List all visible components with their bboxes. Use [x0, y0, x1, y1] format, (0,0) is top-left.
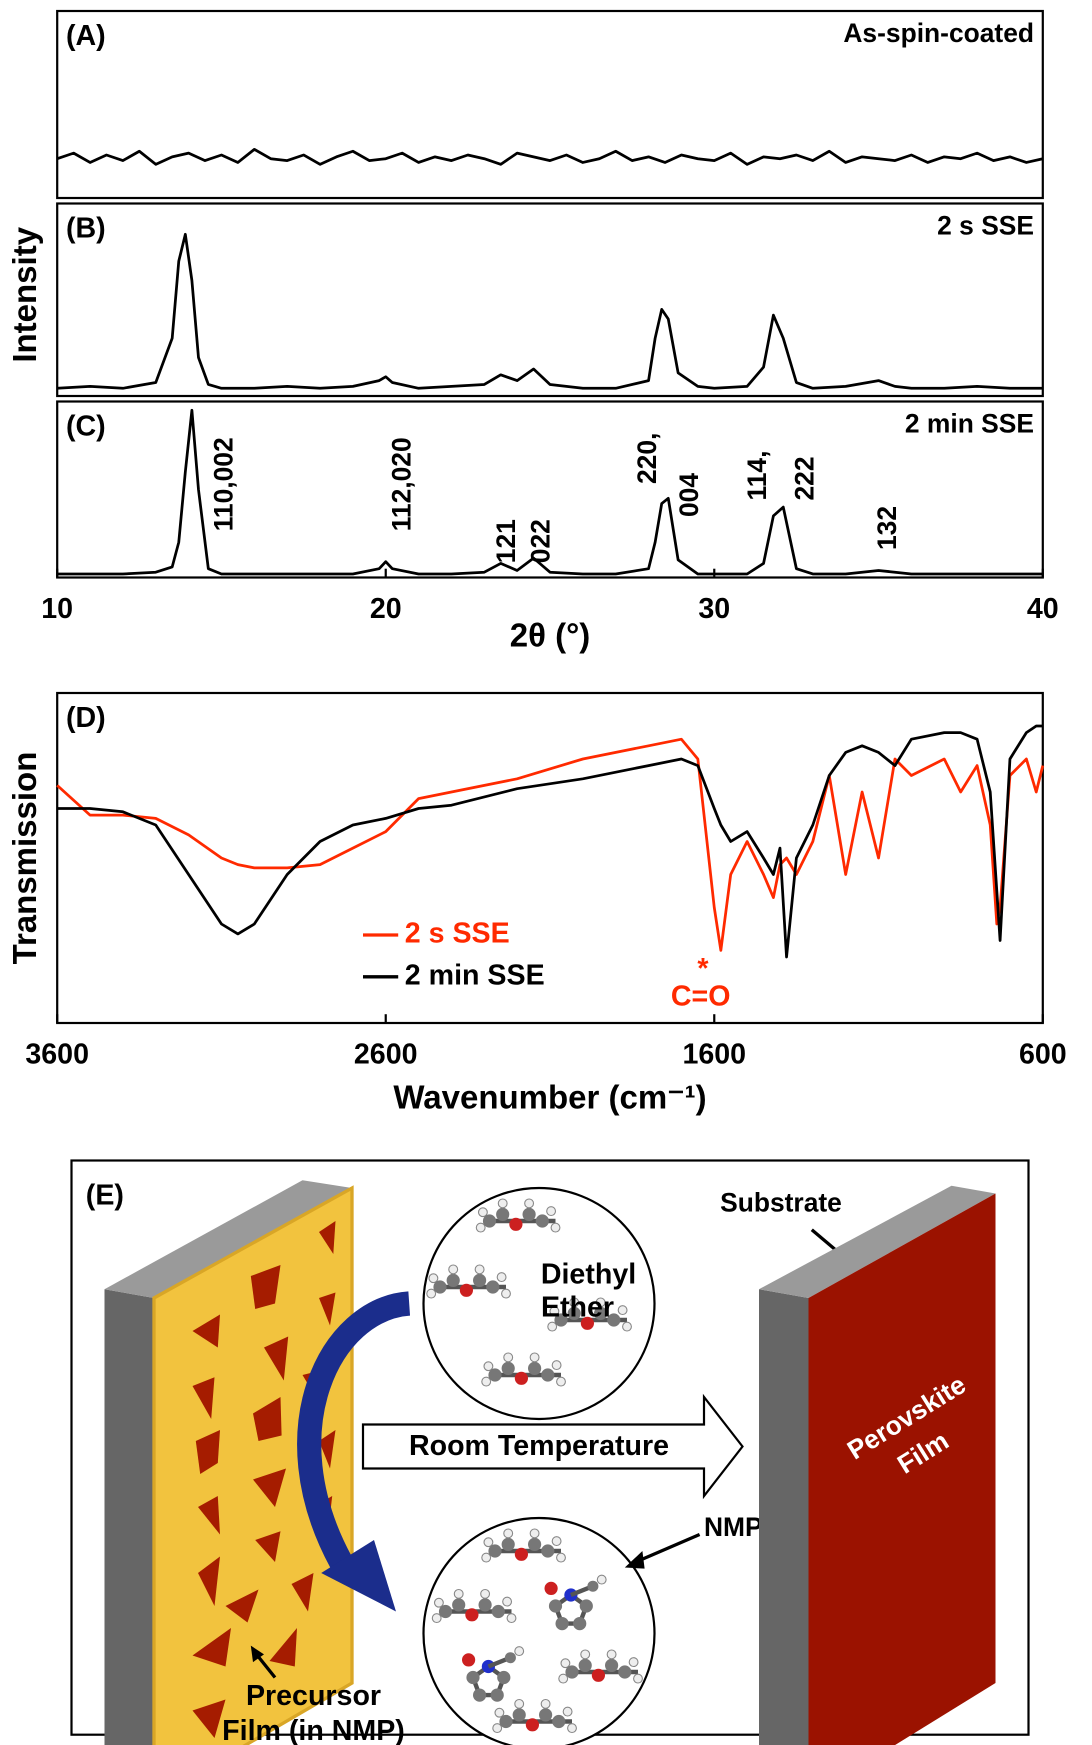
annotation-mark: *	[697, 953, 709, 985]
peak-label: 112,020	[387, 437, 417, 531]
peak-label: 004	[674, 473, 704, 517]
x-tick-label: 30	[698, 593, 730, 625]
annotation: C=O	[671, 980, 731, 1012]
y-axis-label: Intensity	[6, 226, 43, 362]
peak-label: 022	[525, 519, 555, 563]
x-tick-label: 40	[1027, 593, 1059, 625]
diagram-label: (E)	[86, 1179, 124, 1211]
substrate-label: Substrate	[720, 1187, 842, 1217]
x-tick-label: 600	[1019, 1039, 1067, 1071]
panel-name: 2 s SSE	[937, 211, 1034, 241]
process-label: Room Temperature	[409, 1430, 669, 1462]
precursor-label: Film (in NMP)	[222, 1715, 405, 1745]
x-tick-label: 1600	[682, 1039, 746, 1071]
panel-label: (B)	[66, 212, 106, 244]
legend-label: 2 min SSE	[405, 959, 545, 991]
peak-label: 220,	[632, 433, 662, 484]
peak-label: 110,002	[208, 437, 238, 531]
x-axis-label: 2θ (°)	[510, 617, 591, 654]
x-tick-label: 20	[370, 593, 402, 625]
legend-label: 2 s SSE	[405, 918, 510, 950]
figure: (E) Diethyl Ether Room Temperature NMP S…	[0, 0, 1092, 1745]
peak-label: 121	[491, 519, 521, 563]
nmp-pointer	[636, 1535, 700, 1563]
x-tick-label: 2600	[354, 1039, 418, 1071]
solvent-label: Ether	[541, 1292, 614, 1324]
panel-name: 2 min SSE	[905, 409, 1034, 439]
substrate-side	[105, 1289, 155, 1745]
y-axis-label: Transmission	[6, 752, 43, 965]
x-axis-label: Wavenumber (cm⁻¹)	[393, 1079, 706, 1116]
panel-frame	[57, 204, 1043, 397]
panel-label: (C)	[66, 410, 106, 442]
diagram: (E) Diethyl Ether Room Temperature NMP S…	[72, 1161, 1029, 1745]
panel-label: (A)	[66, 20, 106, 52]
data-line	[57, 234, 1043, 388]
x-tick-label: 3600	[25, 1039, 89, 1071]
peak-label: 222	[789, 456, 819, 500]
nmp-label: NMP	[704, 1512, 763, 1542]
precursor-label: Precursor	[246, 1680, 381, 1712]
panel-frame	[57, 693, 1043, 1023]
figure-body: (E) Diethyl Ether Room Temperature NMP S…	[6, 11, 1066, 1745]
data-line	[57, 739, 1043, 950]
x-tick-label: 10	[41, 593, 73, 625]
substrate-side	[759, 1289, 809, 1745]
peak-label: 114,	[742, 451, 772, 501]
panel-name: As-spin-coated	[843, 18, 1034, 48]
peak-label: 132	[872, 506, 902, 550]
solvent-label: Diethyl	[541, 1259, 636, 1291]
data-line	[57, 149, 1043, 164]
panel-label: (D)	[66, 702, 106, 734]
